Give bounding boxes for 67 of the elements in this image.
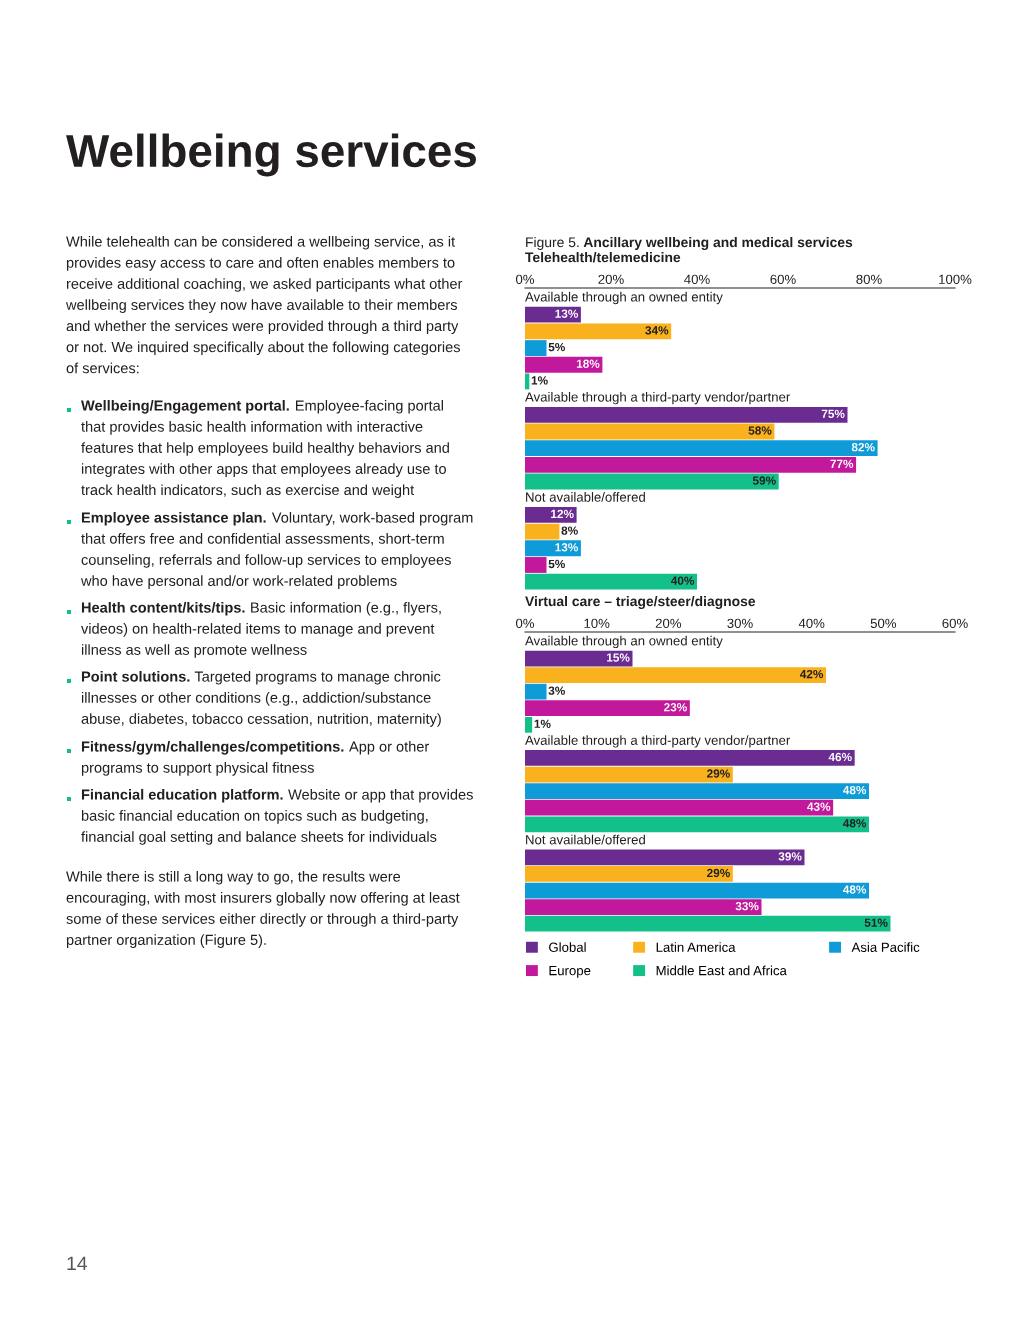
data-label: 42% (799, 669, 824, 679)
data-label: 3% (548, 686, 565, 695)
data-label: 51% (864, 918, 888, 927)
text: Financial education platform. Website or app that provides basic financial education on topics such as budgeting, financial goal setting and balance sheets for individuals (81, 789, 473, 845)
data-label: 29% (707, 769, 730, 778)
caption: Figure 5. Ancillary wellbeing and medical services (526, 237, 853, 251)
text: Fitness/gym/challenges/competitions. App or other programs to support physical fitness (81, 741, 430, 776)
legend-label: Latin America (656, 942, 736, 952)
x-tick-label: 60% (770, 274, 796, 284)
data-label: 12% (551, 509, 574, 519)
data-label: 5% (548, 559, 565, 569)
text: 14 (67, 1256, 88, 1271)
data-label: 29% (707, 868, 730, 878)
data-label: 1% (531, 376, 548, 385)
legend-label: Europe (549, 966, 591, 978)
text: Wellbeing/Engagement portal. Employee-facing portal that provides basic health information with interactive features that help employees build healthy behaviors and integrates with other apps that employees already use to track health indicators, such as exercise and weight (81, 400, 449, 498)
text: Health content/kits/tips. Basic information (e.g., flyers, videos) on health-related items to manage and prevent illness as well as promote wellness (81, 602, 441, 658)
data-label: 77% (830, 459, 854, 469)
x-tick-label: 50% (870, 618, 897, 628)
data-label: 33% (735, 901, 759, 911)
chart-title: Virtual care – triage/steer/diagnose (525, 595, 756, 609)
y-tick-label: Not available/offered (526, 834, 645, 845)
x-tick-label: 10% (584, 618, 610, 628)
data-label: 8% (561, 526, 578, 535)
data-label: 5% (548, 342, 565, 352)
chart-title: Telehealth/telemedicine (525, 252, 681, 263)
data-label: 13% (555, 309, 579, 318)
data-label: 48% (842, 885, 867, 894)
y-tick-label: Available through a third-party vendor/partner (525, 735, 791, 748)
data-label: 34% (645, 326, 669, 335)
x-tick-label: 20% (655, 618, 682, 628)
data-label: 46% (828, 752, 852, 762)
data-label: 18% (576, 359, 600, 368)
data-label: 59% (752, 476, 776, 485)
y-tick-label: Not available/offered (526, 492, 645, 502)
data-label: 23% (664, 703, 687, 712)
data-label: 48% (842, 819, 867, 828)
y-tick-label: Available through a third-party vendor/partner (525, 391, 791, 405)
data-label: 48% (842, 785, 867, 795)
x-tick-label: 20% (598, 274, 624, 284)
legend-label: Asia Pacific (851, 942, 920, 952)
data-label: 82% (851, 442, 875, 452)
legend-label: Global (549, 942, 586, 952)
data-label: 15% (607, 653, 630, 662)
text: Employee assistance plan. Voluntary, work-based program that offers free and confidential assessments, short-term counseling, referrals and follow-up services to employees who have personal and/or work-related problems (80, 512, 473, 589)
data-label: 39% (778, 852, 802, 861)
data-label: 75% (821, 409, 845, 418)
data-label: 58% (748, 426, 772, 435)
x-tick-label: 40% (684, 274, 710, 284)
legend-label: Middle East and Africa (656, 965, 787, 976)
data-label: 13% (555, 543, 579, 552)
text: Point solutions. Targeted programs to manage chronic illnesses or other conditions (e.g., addiction/substance abuse, diabetes, tobacco cessation, nutrition, maternity) (81, 671, 441, 727)
y-tick-label: Available through an owned entity (525, 635, 723, 649)
x-tick-label: 0% (515, 618, 535, 628)
y-tick-label: Available through an owned entity (525, 291, 723, 305)
data-label: 40% (670, 576, 695, 585)
x-tick-label: 60% (942, 618, 968, 628)
data-label: 43% (807, 802, 831, 811)
x-tick-label: 100% (939, 274, 972, 284)
x-tick-label: 30% (727, 618, 753, 628)
x-tick-label: 0% (515, 274, 535, 284)
text: Wellbeing services (66, 133, 476, 177)
x-tick-label: 80% (856, 274, 882, 284)
data-label: 1% (534, 719, 551, 728)
text: While there is still a long way to go, the results were encouraging, with most insurers globally now offering at least some of these services either directly or through a third-party partner organization (Figure 5). (66, 871, 460, 948)
x-tick-label: 40% (798, 618, 825, 628)
text: While telehealth can be considered a wellbeing service, as it provides easy access to care and often enables members to receive additional coaching, we asked participants what other wellbeing services they now have available to their members and whether the services were provided through a third party or not. We inquired specifically about the following categories of services: (65, 236, 463, 374)
